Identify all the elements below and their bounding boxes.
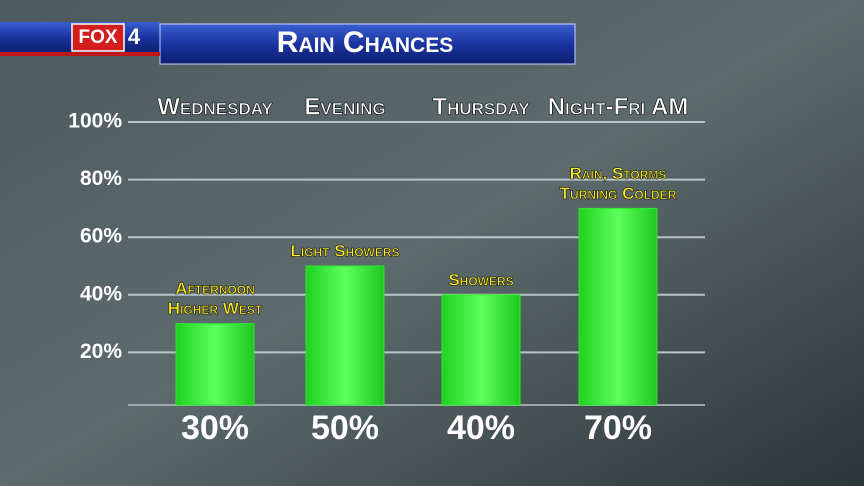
category-label: Thursday: [432, 93, 530, 120]
bar-annotation: Turning Colder: [560, 184, 677, 203]
value-label: 30%: [181, 409, 249, 447]
bar-annotation: Light Showers: [290, 241, 399, 260]
logo-name: FOX: [78, 27, 117, 48]
value-label: 50%: [311, 409, 379, 447]
y-tick-label: 20%: [80, 340, 122, 363]
y-tick-label: 60%: [80, 225, 122, 248]
bar: [305, 265, 385, 406]
chart-title: Rain Chances: [277, 26, 454, 59]
y-tick-label: 100%: [68, 110, 122, 133]
bar-annotation: Afternoon: [175, 279, 255, 298]
title-box: [159, 23, 576, 65]
header-stripe: [0, 52, 160, 56]
category-label: Wednesday: [157, 93, 273, 120]
value-label: 70%: [584, 409, 652, 447]
category-label: Night-Fri AM: [548, 93, 689, 120]
value-label: 40%: [447, 409, 515, 447]
bar: [441, 294, 521, 406]
logo-box: [71, 23, 125, 52]
logo-channel: 4: [128, 24, 141, 49]
bar-annotation: Rain, Storms: [570, 164, 667, 183]
y-tick-label: 80%: [80, 167, 122, 190]
bar-annotation: Showers: [448, 270, 513, 289]
bar: [175, 323, 255, 406]
category-label: Evening: [304, 93, 385, 120]
y-tick-label: 40%: [80, 282, 122, 305]
bar: [578, 207, 658, 406]
bar-annotation: Higher West: [168, 299, 263, 318]
